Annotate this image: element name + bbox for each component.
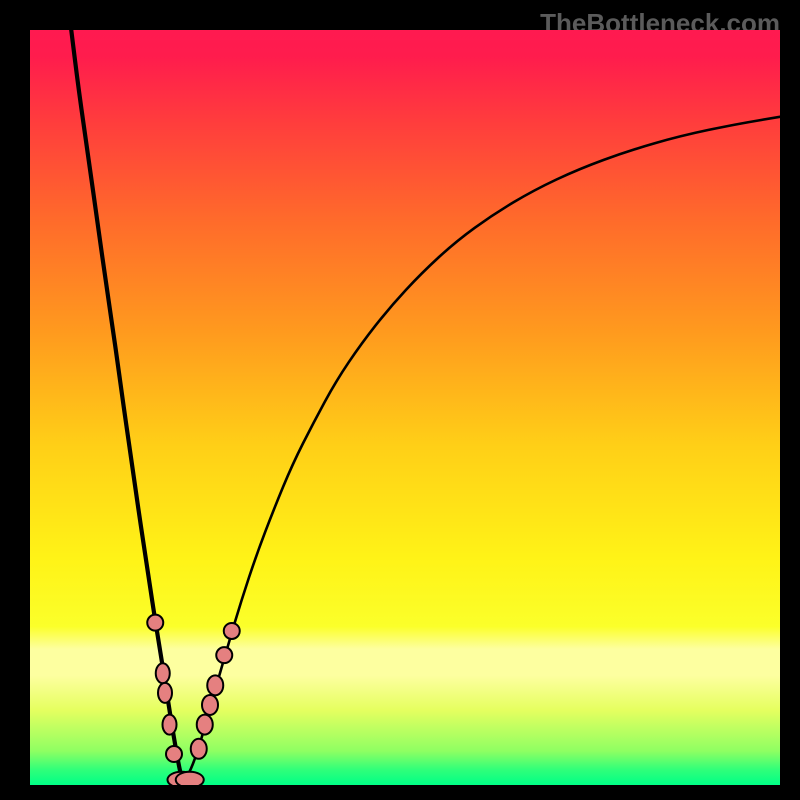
- curve-marker: [202, 695, 218, 715]
- curve-markers: [30, 30, 780, 785]
- curve-marker: [197, 715, 213, 735]
- curve-marker: [176, 772, 204, 785]
- curve-marker: [147, 615, 163, 631]
- curve-marker: [163, 715, 177, 735]
- curve-marker: [156, 663, 170, 683]
- curve-marker: [207, 675, 223, 695]
- curve-marker: [191, 739, 207, 759]
- curve-marker: [224, 623, 240, 639]
- plot-area: [30, 30, 780, 785]
- figure-root: TheBottleneck.com: [0, 0, 800, 800]
- curve-marker: [158, 683, 172, 703]
- curve-marker: [166, 746, 182, 762]
- curve-marker: [216, 647, 232, 663]
